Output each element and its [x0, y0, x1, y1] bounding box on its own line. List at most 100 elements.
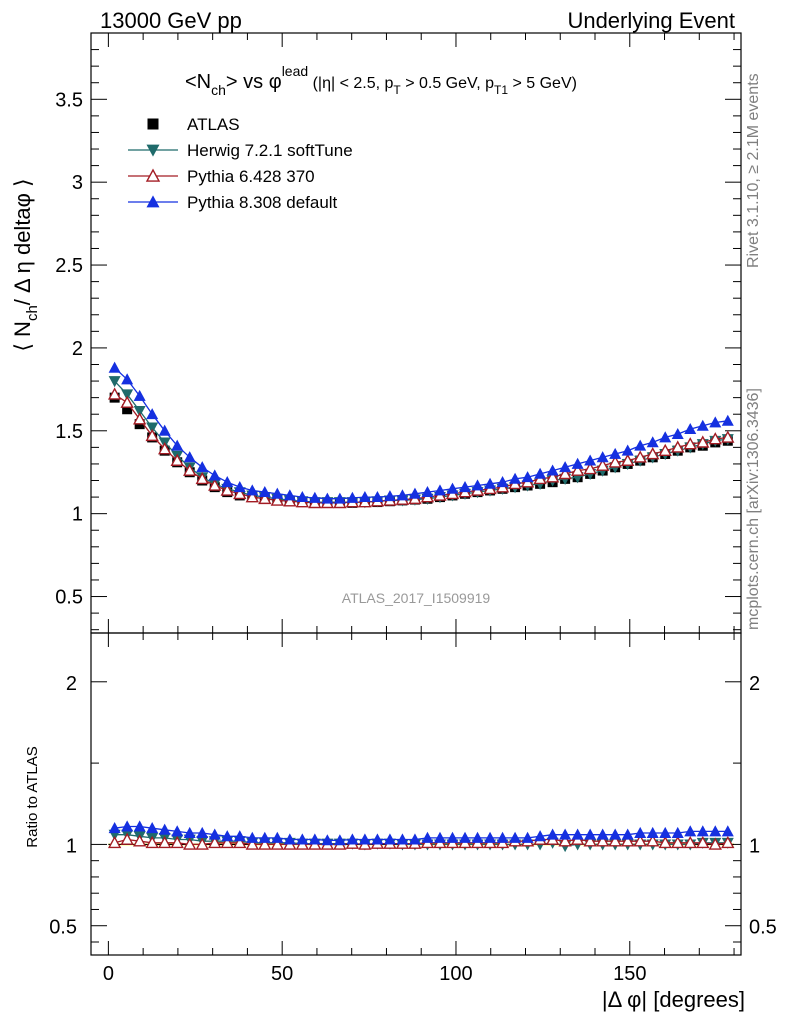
data-point — [221, 476, 234, 488]
data-point — [208, 478, 222, 491]
ratio-point — [296, 833, 309, 845]
data-point — [559, 461, 572, 473]
data-point — [583, 461, 597, 475]
ratio-point — [634, 826, 647, 838]
data-point — [684, 423, 697, 435]
data-point — [146, 408, 159, 420]
ratio-point — [183, 826, 196, 838]
ratio-point — [446, 831, 459, 843]
data-point — [145, 428, 159, 442]
ratio-point — [121, 820, 134, 832]
ratio-point — [233, 835, 247, 849]
data-point — [283, 489, 296, 501]
main-ytick-label: 3 — [72, 172, 83, 194]
data-point — [433, 484, 446, 496]
legend-marker — [145, 168, 161, 182]
ratio-point — [621, 828, 634, 840]
title-cut2-sub: T1 — [494, 83, 508, 97]
data-point — [509, 472, 522, 484]
data-point — [196, 461, 209, 473]
data-point — [371, 490, 384, 503]
data-point — [245, 490, 259, 503]
title-cut2: > 0.5 GeV, p — [401, 75, 494, 92]
ratio-point — [246, 831, 259, 843]
data-point — [121, 389, 134, 401]
ratio-point — [120, 832, 134, 845]
data-point — [646, 447, 660, 460]
data-point — [621, 453, 635, 466]
data-point — [132, 412, 147, 425]
ratio-point — [408, 833, 421, 845]
data-point — [609, 447, 622, 459]
data-point — [595, 458, 610, 471]
ratio-point — [696, 835, 710, 849]
ratio-point — [534, 830, 547, 842]
title-lhs: <N — [185, 71, 211, 93]
data-point — [396, 489, 409, 501]
x-axis-label: |Δ φ| [degrees] — [602, 987, 745, 1012]
data-point — [271, 487, 284, 499]
data-point — [133, 389, 146, 401]
ratio-point — [609, 828, 622, 840]
ratio-point — [208, 828, 221, 840]
ratio-ytick-label: 0.5 — [49, 917, 77, 939]
main-panel: 0.5 1 1.5 2 2.5 3 3.5 — [55, 32, 742, 634]
ratio-point — [708, 837, 722, 850]
ratio-point — [258, 837, 272, 850]
ratio-point — [107, 835, 122, 849]
ratio-point — [220, 835, 234, 849]
data-point — [534, 467, 547, 479]
ratio-point — [546, 828, 559, 840]
ratio-series-pythia-6-428-370 — [107, 832, 735, 850]
data-point — [658, 443, 672, 456]
legend-item-herwig-7-2-1-softtune: Herwig 7.2.1 softTune — [128, 141, 353, 160]
ratio-point — [496, 831, 509, 843]
ratio-point — [358, 833, 371, 845]
ratio-point — [621, 834, 635, 847]
data-point — [346, 491, 359, 503]
ratio-point — [659, 826, 672, 838]
ratio-point — [170, 835, 184, 849]
ratio-point — [158, 835, 172, 849]
ratio-point — [321, 834, 334, 846]
ratio-point — [396, 833, 409, 845]
data-point — [233, 486, 247, 500]
data-point — [608, 455, 622, 468]
ratio-point — [459, 831, 472, 843]
legend-marker — [147, 118, 159, 130]
ratio-point — [146, 822, 159, 834]
ratio-point — [233, 830, 246, 842]
ratio-point — [696, 825, 709, 837]
title-mid: > vs φ — [226, 71, 282, 93]
data-point — [270, 493, 284, 506]
ratio-point — [595, 834, 610, 847]
data-point — [121, 373, 134, 385]
data-point — [646, 436, 659, 448]
main-ytick-label: 0.5 — [55, 587, 83, 609]
data-point — [133, 405, 146, 418]
data-point — [122, 404, 133, 415]
x-tick-label: 0 — [103, 963, 114, 985]
ratio-point — [245, 837, 259, 850]
legend-marker — [146, 195, 160, 208]
ylabel-b: / Δ η deltaφ ⟩ — [10, 178, 35, 305]
data-point — [158, 424, 171, 436]
data-point — [258, 485, 271, 498]
legend-label: Pythia 6.428 370 — [187, 167, 315, 186]
data-point — [621, 444, 634, 456]
title-cut3: > 5 GeV) — [508, 75, 577, 92]
ratio-point — [108, 822, 121, 834]
ratio-panel: 0.5 0.5 1 1 2 2 0 50 100 150 — [49, 632, 777, 985]
ylabel-a-sub: ch — [24, 305, 41, 321]
y-axis-label: ⟨ Nch/ Δ η deltaφ ⟩ — [10, 178, 41, 351]
legend-label: Pythia 8.308 default — [187, 193, 338, 212]
data-point — [296, 490, 309, 503]
rivet-version-label: Rivet 3.1.10, ≥ 2.1M events — [745, 73, 762, 268]
title-mid-sup: lead — [282, 63, 308, 79]
x-tick-label: 50 — [271, 963, 293, 985]
main-ytick-label: 1 — [72, 504, 83, 526]
legend-label: Herwig 7.2.1 softTune — [187, 141, 353, 160]
data-point — [108, 361, 121, 373]
ratio-point — [596, 828, 609, 840]
